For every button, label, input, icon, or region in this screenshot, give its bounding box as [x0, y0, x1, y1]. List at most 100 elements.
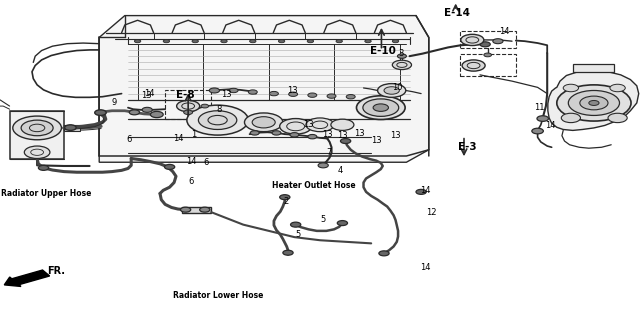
- Text: 3: 3: [399, 49, 404, 57]
- Circle shape: [192, 40, 198, 43]
- Circle shape: [250, 131, 259, 135]
- Circle shape: [493, 39, 503, 44]
- Circle shape: [278, 40, 285, 43]
- Text: 6: 6: [127, 135, 132, 144]
- Text: 4: 4: [337, 166, 342, 175]
- Circle shape: [95, 110, 106, 115]
- Text: 13: 13: [141, 91, 152, 100]
- Circle shape: [363, 99, 399, 116]
- Text: 7: 7: [326, 149, 332, 157]
- Circle shape: [346, 95, 355, 99]
- Circle shape: [129, 110, 140, 115]
- Text: FR.: FR.: [47, 266, 65, 276]
- Text: E-8: E-8: [176, 90, 195, 100]
- Circle shape: [480, 42, 490, 47]
- Text: 13: 13: [221, 90, 232, 99]
- Circle shape: [248, 90, 257, 94]
- Text: 1: 1: [191, 130, 196, 139]
- Circle shape: [610, 84, 625, 92]
- Circle shape: [291, 222, 301, 227]
- Text: Radiator Lower Hose: Radiator Lower Hose: [173, 291, 263, 300]
- Text: Radiator Upper Hose: Radiator Upper Hose: [1, 189, 92, 198]
- Circle shape: [308, 93, 317, 97]
- Circle shape: [306, 118, 334, 132]
- Circle shape: [198, 111, 237, 129]
- Circle shape: [164, 164, 175, 169]
- Circle shape: [589, 100, 599, 105]
- Circle shape: [252, 117, 275, 128]
- Circle shape: [608, 113, 627, 123]
- Circle shape: [563, 84, 579, 92]
- Circle shape: [461, 34, 484, 46]
- Circle shape: [384, 87, 399, 94]
- Text: E-14: E-14: [444, 8, 470, 18]
- Text: 13: 13: [322, 130, 333, 139]
- Circle shape: [580, 96, 608, 110]
- Circle shape: [392, 60, 412, 70]
- Text: 5: 5: [296, 230, 301, 239]
- Circle shape: [269, 91, 278, 96]
- Circle shape: [283, 250, 293, 255]
- Circle shape: [462, 60, 485, 71]
- Circle shape: [280, 195, 290, 200]
- Bar: [10, 111, 64, 159]
- Bar: [460, 54, 516, 76]
- Circle shape: [337, 221, 348, 226]
- Circle shape: [38, 165, 49, 170]
- Text: 13: 13: [303, 120, 314, 129]
- Bar: [182, 207, 211, 213]
- Text: 14: 14: [420, 263, 431, 272]
- Text: 6: 6: [204, 158, 209, 167]
- Text: 5: 5: [320, 216, 325, 224]
- Circle shape: [379, 251, 389, 256]
- Circle shape: [21, 120, 53, 136]
- Circle shape: [289, 92, 298, 96]
- Circle shape: [201, 104, 209, 108]
- Circle shape: [365, 40, 371, 43]
- Circle shape: [416, 189, 426, 194]
- Circle shape: [209, 88, 220, 93]
- Circle shape: [184, 110, 193, 115]
- Bar: [165, 90, 211, 119]
- Circle shape: [142, 107, 152, 112]
- Text: 13: 13: [354, 129, 365, 138]
- Circle shape: [397, 54, 406, 58]
- Text: 14: 14: [186, 157, 196, 166]
- Circle shape: [561, 113, 580, 123]
- Circle shape: [331, 119, 354, 130]
- Circle shape: [229, 88, 238, 93]
- Circle shape: [290, 133, 299, 137]
- Text: 13: 13: [371, 136, 382, 145]
- Circle shape: [318, 163, 328, 168]
- Text: 11: 11: [534, 103, 545, 112]
- Text: 2: 2: [284, 197, 289, 206]
- Text: 10: 10: [392, 84, 402, 92]
- Text: 13: 13: [337, 131, 348, 140]
- FancyArrow shape: [4, 270, 50, 286]
- Circle shape: [272, 131, 281, 135]
- Circle shape: [65, 125, 76, 130]
- Circle shape: [307, 40, 314, 43]
- Circle shape: [532, 128, 543, 134]
- Circle shape: [280, 119, 312, 134]
- Text: 14: 14: [545, 121, 556, 130]
- Text: 14: 14: [173, 134, 183, 143]
- Text: Heater Outlet Hose: Heater Outlet Hose: [272, 181, 356, 190]
- Circle shape: [134, 40, 141, 43]
- Circle shape: [24, 146, 50, 158]
- Circle shape: [187, 105, 248, 135]
- Circle shape: [378, 84, 406, 97]
- Bar: [64, 125, 80, 131]
- Polygon shape: [99, 16, 429, 162]
- Circle shape: [308, 134, 317, 139]
- Text: 14: 14: [499, 27, 509, 36]
- Text: 6: 6: [188, 177, 193, 186]
- Circle shape: [221, 40, 227, 43]
- Circle shape: [537, 116, 548, 121]
- Circle shape: [163, 40, 170, 43]
- Circle shape: [336, 40, 342, 43]
- Circle shape: [200, 207, 210, 212]
- Circle shape: [180, 207, 191, 212]
- Text: 13: 13: [390, 131, 401, 140]
- Circle shape: [250, 40, 256, 43]
